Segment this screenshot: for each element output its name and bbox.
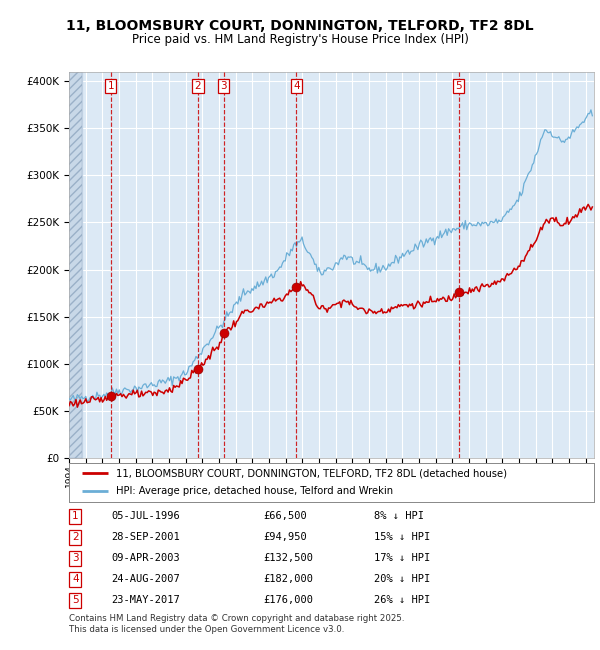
Text: 15% ↓ HPI: 15% ↓ HPI bbox=[373, 532, 430, 542]
Text: HPI: Average price, detached house, Telford and Wrekin: HPI: Average price, detached house, Telf… bbox=[116, 486, 394, 496]
Text: 8% ↓ HPI: 8% ↓ HPI bbox=[373, 512, 424, 521]
Text: 2: 2 bbox=[72, 532, 79, 542]
Text: 3: 3 bbox=[220, 81, 227, 91]
Text: 28-SEP-2001: 28-SEP-2001 bbox=[111, 532, 180, 542]
Text: 05-JUL-1996: 05-JUL-1996 bbox=[111, 512, 180, 521]
Text: £94,950: £94,950 bbox=[263, 532, 307, 542]
Text: 11, BLOOMSBURY COURT, DONNINGTON, TELFORD, TF2 8DL (detached house): 11, BLOOMSBURY COURT, DONNINGTON, TELFOR… bbox=[116, 469, 507, 478]
Text: £66,500: £66,500 bbox=[263, 512, 307, 521]
Text: 4: 4 bbox=[72, 575, 79, 584]
Text: 09-APR-2003: 09-APR-2003 bbox=[111, 553, 180, 564]
Text: 11, BLOOMSBURY COURT, DONNINGTON, TELFORD, TF2 8DL: 11, BLOOMSBURY COURT, DONNINGTON, TELFOR… bbox=[66, 20, 534, 34]
Text: Price paid vs. HM Land Registry's House Price Index (HPI): Price paid vs. HM Land Registry's House … bbox=[131, 32, 469, 46]
Text: £182,000: £182,000 bbox=[263, 575, 313, 584]
Text: 5: 5 bbox=[455, 81, 462, 91]
Text: £176,000: £176,000 bbox=[263, 595, 313, 605]
Text: 1: 1 bbox=[107, 81, 114, 91]
Text: 20% ↓ HPI: 20% ↓ HPI bbox=[373, 575, 430, 584]
Text: 17% ↓ HPI: 17% ↓ HPI bbox=[373, 553, 430, 564]
Text: 5: 5 bbox=[72, 595, 79, 605]
Text: 23-MAY-2017: 23-MAY-2017 bbox=[111, 595, 180, 605]
Text: 3: 3 bbox=[72, 553, 79, 564]
Text: 1: 1 bbox=[72, 512, 79, 521]
Text: Contains HM Land Registry data © Crown copyright and database right 2025.
This d: Contains HM Land Registry data © Crown c… bbox=[69, 614, 404, 634]
Text: 2: 2 bbox=[194, 81, 202, 91]
Text: 26% ↓ HPI: 26% ↓ HPI bbox=[373, 595, 430, 605]
Text: £132,500: £132,500 bbox=[263, 553, 313, 564]
Text: 24-AUG-2007: 24-AUG-2007 bbox=[111, 575, 180, 584]
Text: 4: 4 bbox=[293, 81, 299, 91]
